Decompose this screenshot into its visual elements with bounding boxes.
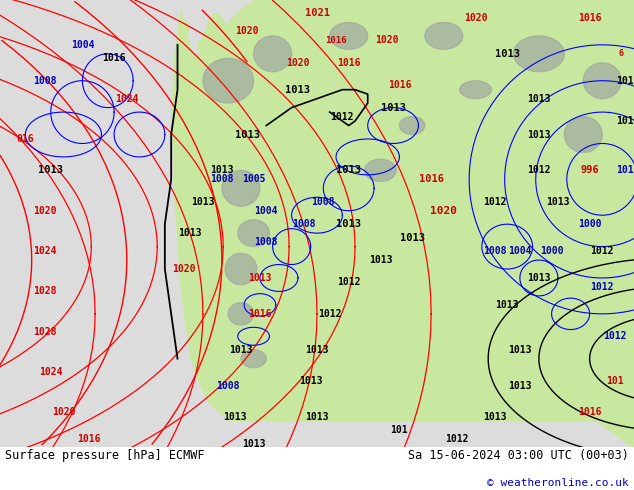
Text: 1013: 1013 [336,165,361,175]
Polygon shape [241,350,266,368]
Text: 1012: 1012 [603,331,627,341]
Text: 016: 016 [16,134,34,144]
Text: 1013: 1013 [527,94,551,104]
Text: © weatheronline.co.uk: © weatheronline.co.uk [487,478,629,488]
Text: 1013: 1013 [527,129,551,140]
Polygon shape [222,171,260,206]
Polygon shape [564,117,602,152]
Text: 1013: 1013 [305,344,329,355]
Text: 1008: 1008 [292,219,316,229]
Polygon shape [203,58,254,103]
Text: 101: 101 [391,425,408,436]
Text: 1016: 1016 [418,174,444,184]
Polygon shape [225,253,257,285]
Text: 1012: 1012 [330,112,354,122]
Polygon shape [171,0,634,448]
Text: 1004: 1004 [508,246,532,256]
Text: 1013: 1013 [546,197,570,207]
Text: 1013: 1013 [508,344,532,355]
Text: 1004: 1004 [70,40,94,50]
Text: 1012: 1012 [318,309,342,319]
Text: 1000: 1000 [578,219,602,229]
Polygon shape [254,36,292,72]
Text: 1013: 1013 [191,197,215,207]
Text: 1016: 1016 [77,434,101,444]
Text: 1020: 1020 [172,264,196,274]
Text: 1013: 1013 [399,233,425,243]
Text: 1013: 1013 [527,273,551,283]
Text: 1016: 1016 [102,53,126,63]
Text: 1013: 1013 [248,273,272,283]
Text: 1013: 1013 [368,255,392,265]
Text: 1008: 1008 [210,174,234,184]
Text: 1013: 1013 [508,381,532,391]
Polygon shape [399,117,425,134]
Text: 1013: 1013 [285,85,311,95]
Text: 1020: 1020 [463,13,488,23]
Text: 1028: 1028 [32,327,56,337]
Text: 1024: 1024 [39,367,63,377]
Text: 1013: 1013 [616,75,634,86]
Text: 1013: 1013 [299,376,323,386]
Text: 1008: 1008 [32,75,56,86]
Text: 1013: 1013 [482,412,507,422]
Text: 1016: 1016 [387,80,411,90]
Text: 1020: 1020 [51,408,75,417]
Text: 1008: 1008 [216,381,240,391]
Text: 101: 101 [606,376,624,386]
Text: 1013: 1013 [38,165,63,175]
Text: 1020: 1020 [32,206,56,216]
Text: Surface pressure [hPa] ECMWF: Surface pressure [hPa] ECMWF [5,448,205,462]
Text: 6: 6 [619,49,624,58]
Text: 1020: 1020 [286,58,310,68]
Polygon shape [460,81,491,98]
Text: Sa 15-06-2024 03:00 UTC (00+03): Sa 15-06-2024 03:00 UTC (00+03) [408,448,629,462]
Text: 1008: 1008 [482,246,507,256]
Text: 1016: 1016 [248,309,272,319]
Text: 1024: 1024 [32,246,56,256]
Text: 1021: 1021 [304,8,330,19]
Text: 1016: 1016 [325,36,347,45]
Text: 1012: 1012 [482,197,507,207]
Polygon shape [425,23,463,49]
Text: 1012: 1012 [337,277,361,288]
Text: 1012: 1012 [527,165,551,175]
Text: 1012: 1012 [444,434,469,444]
Text: 1012: 1012 [590,246,614,256]
Text: 1020: 1020 [430,206,457,216]
Text: 1013: 1013 [229,344,253,355]
Text: 1008: 1008 [311,197,335,207]
Polygon shape [583,63,621,98]
Text: 1013: 1013 [380,102,406,113]
Polygon shape [514,36,564,72]
Text: 1013: 1013 [242,439,266,449]
Text: 1020: 1020 [235,26,259,36]
Text: 1028: 1028 [32,287,56,296]
Text: 1024: 1024 [115,94,139,104]
Text: 1013: 1013 [305,412,329,422]
Text: 1008: 1008 [254,237,278,247]
Text: 1020: 1020 [375,35,399,46]
Text: 1016: 1016 [337,58,361,68]
Polygon shape [238,220,269,246]
Text: 1013: 1013 [210,165,234,175]
Text: 1000: 1000 [540,246,564,256]
Text: 1016: 1016 [578,13,602,23]
Polygon shape [365,159,396,182]
Text: 1013: 1013 [178,228,202,238]
Text: 1005: 1005 [242,174,266,184]
Text: 1012: 1012 [616,165,634,175]
Text: 996: 996 [580,165,599,175]
Text: 1013: 1013 [495,300,519,310]
Polygon shape [228,303,254,325]
Text: 1013: 1013 [495,49,520,59]
Text: 1012: 1012 [590,282,614,292]
Text: 1013: 1013 [223,412,247,422]
Text: 1013: 1013 [235,129,260,140]
Text: 1013: 1013 [336,219,361,229]
Text: 1004: 1004 [254,206,278,216]
Text: 1012: 1012 [616,116,634,126]
Text: 1016: 1016 [578,408,602,417]
Polygon shape [330,23,368,49]
